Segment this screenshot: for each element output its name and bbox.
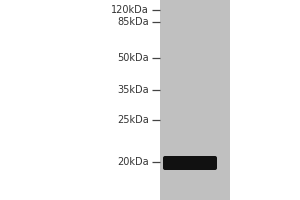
Text: 25kDa: 25kDa	[117, 115, 149, 125]
Text: 35kDa: 35kDa	[117, 85, 149, 95]
Text: 120kDa: 120kDa	[111, 5, 149, 15]
FancyBboxPatch shape	[163, 156, 217, 170]
Bar	[160, 0, 230, 200]
Text: 50kDa: 50kDa	[117, 53, 149, 63]
Text: 85kDa: 85kDa	[117, 17, 149, 27]
Text: 20kDa: 20kDa	[117, 157, 149, 167]
